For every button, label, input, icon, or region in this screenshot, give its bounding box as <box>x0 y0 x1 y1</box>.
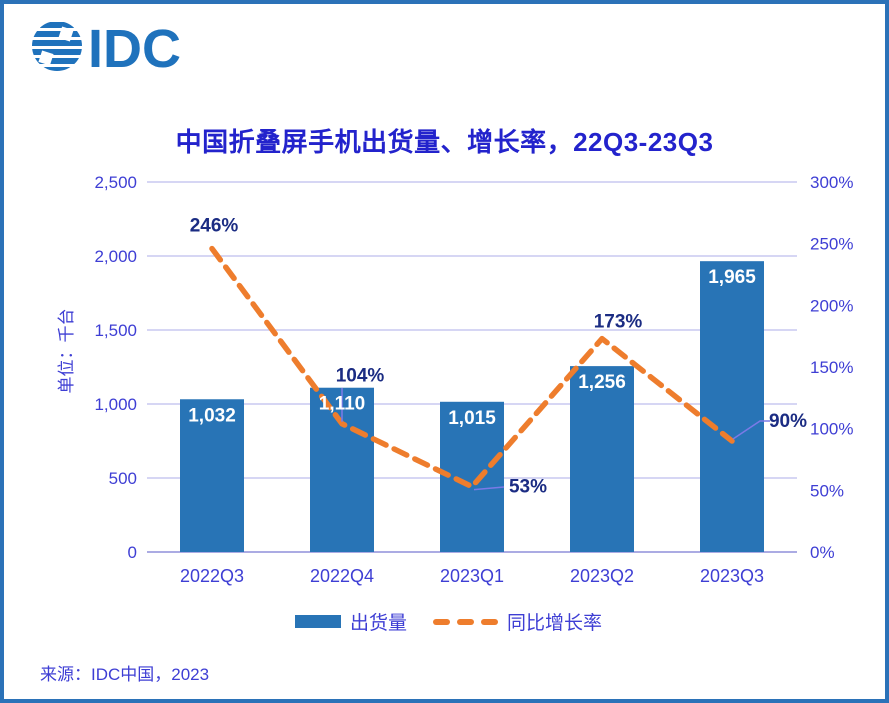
chart-title: 中国折叠屏手机出货量、增长率，22Q3-23Q3 <box>175 127 714 157</box>
legend-label-shipments: 出货量 <box>349 613 407 634</box>
category-label: 2022Q4 <box>310 566 374 586</box>
category-label: 2023Q1 <box>440 566 504 586</box>
bar-value-label: 1,015 <box>448 408 496 429</box>
category-label: 2023Q3 <box>700 566 764 586</box>
left-axis-tick-label: 1,500 <box>94 321 137 340</box>
legend: 出货量 同比增长率 <box>4 608 885 635</box>
left-axis-tick-label: 2,500 <box>94 173 137 192</box>
right-axis-tick-label: 250% <box>810 235 853 254</box>
bar-swatch-icon <box>294 615 341 628</box>
bar-2023Q1 <box>440 401 504 552</box>
category-label: 2023Q2 <box>570 566 634 586</box>
left-axis-tick-label: 1,000 <box>94 395 137 414</box>
left-axis-tick-label: 500 <box>109 469 137 488</box>
growth-value-label: 53% <box>509 477 547 498</box>
growth-line <box>209 245 735 490</box>
right-axis-tick-label: 100% <box>810 420 853 439</box>
bar-value-label: 1,110 <box>319 394 366 415</box>
right-axis-tick-label: 300% <box>810 173 853 192</box>
right-axis-tick-label: 200% <box>810 296 853 315</box>
bar-2022Q3 <box>180 399 244 552</box>
left-axis-tick-label: 2,000 <box>94 247 137 266</box>
right-axis-tick-label: 50% <box>810 481 844 500</box>
growth-value-label: 90% <box>769 411 807 432</box>
bar-2023Q2 <box>570 366 634 552</box>
logo-text: IDC <box>88 19 181 74</box>
legend-item-shipments: 出货量 <box>294 608 407 635</box>
source-note: 来源：IDC中国，2023 <box>40 665 210 684</box>
legend-item-growth: 同比增长率 <box>433 608 602 635</box>
plot-area: 0 500 1,000 1,500 2,000 2,500 0% 50% 100% 150% 200… <box>57 173 853 586</box>
idc-logo: IDC <box>32 19 181 74</box>
label-leader-line <box>473 486 505 491</box>
legend-label-growth: 同比增长率 <box>507 613 603 634</box>
left-axis-tick-label: 0 <box>128 543 137 562</box>
growth-value-label: 104% <box>336 366 385 387</box>
bar-2023Q3 <box>700 261 764 552</box>
bar-value-label: 1,032 <box>188 405 236 426</box>
bar-value-label: 1,256 <box>578 372 626 393</box>
category-label: 2022Q3 <box>180 566 244 586</box>
dashed-line-swatch-icon <box>433 618 498 625</box>
growth-value-label: 173% <box>594 312 643 333</box>
label-leader-line <box>732 420 770 440</box>
right-axis-tick-label: 0% <box>810 543 835 562</box>
left-axis-title: 单位：千台 <box>57 309 76 394</box>
right-axis-tick-label: 150% <box>810 358 853 377</box>
growth-value-label: 246% <box>190 216 239 237</box>
globe-icon <box>32 22 82 71</box>
bar-value-label: 1,965 <box>708 267 756 288</box>
